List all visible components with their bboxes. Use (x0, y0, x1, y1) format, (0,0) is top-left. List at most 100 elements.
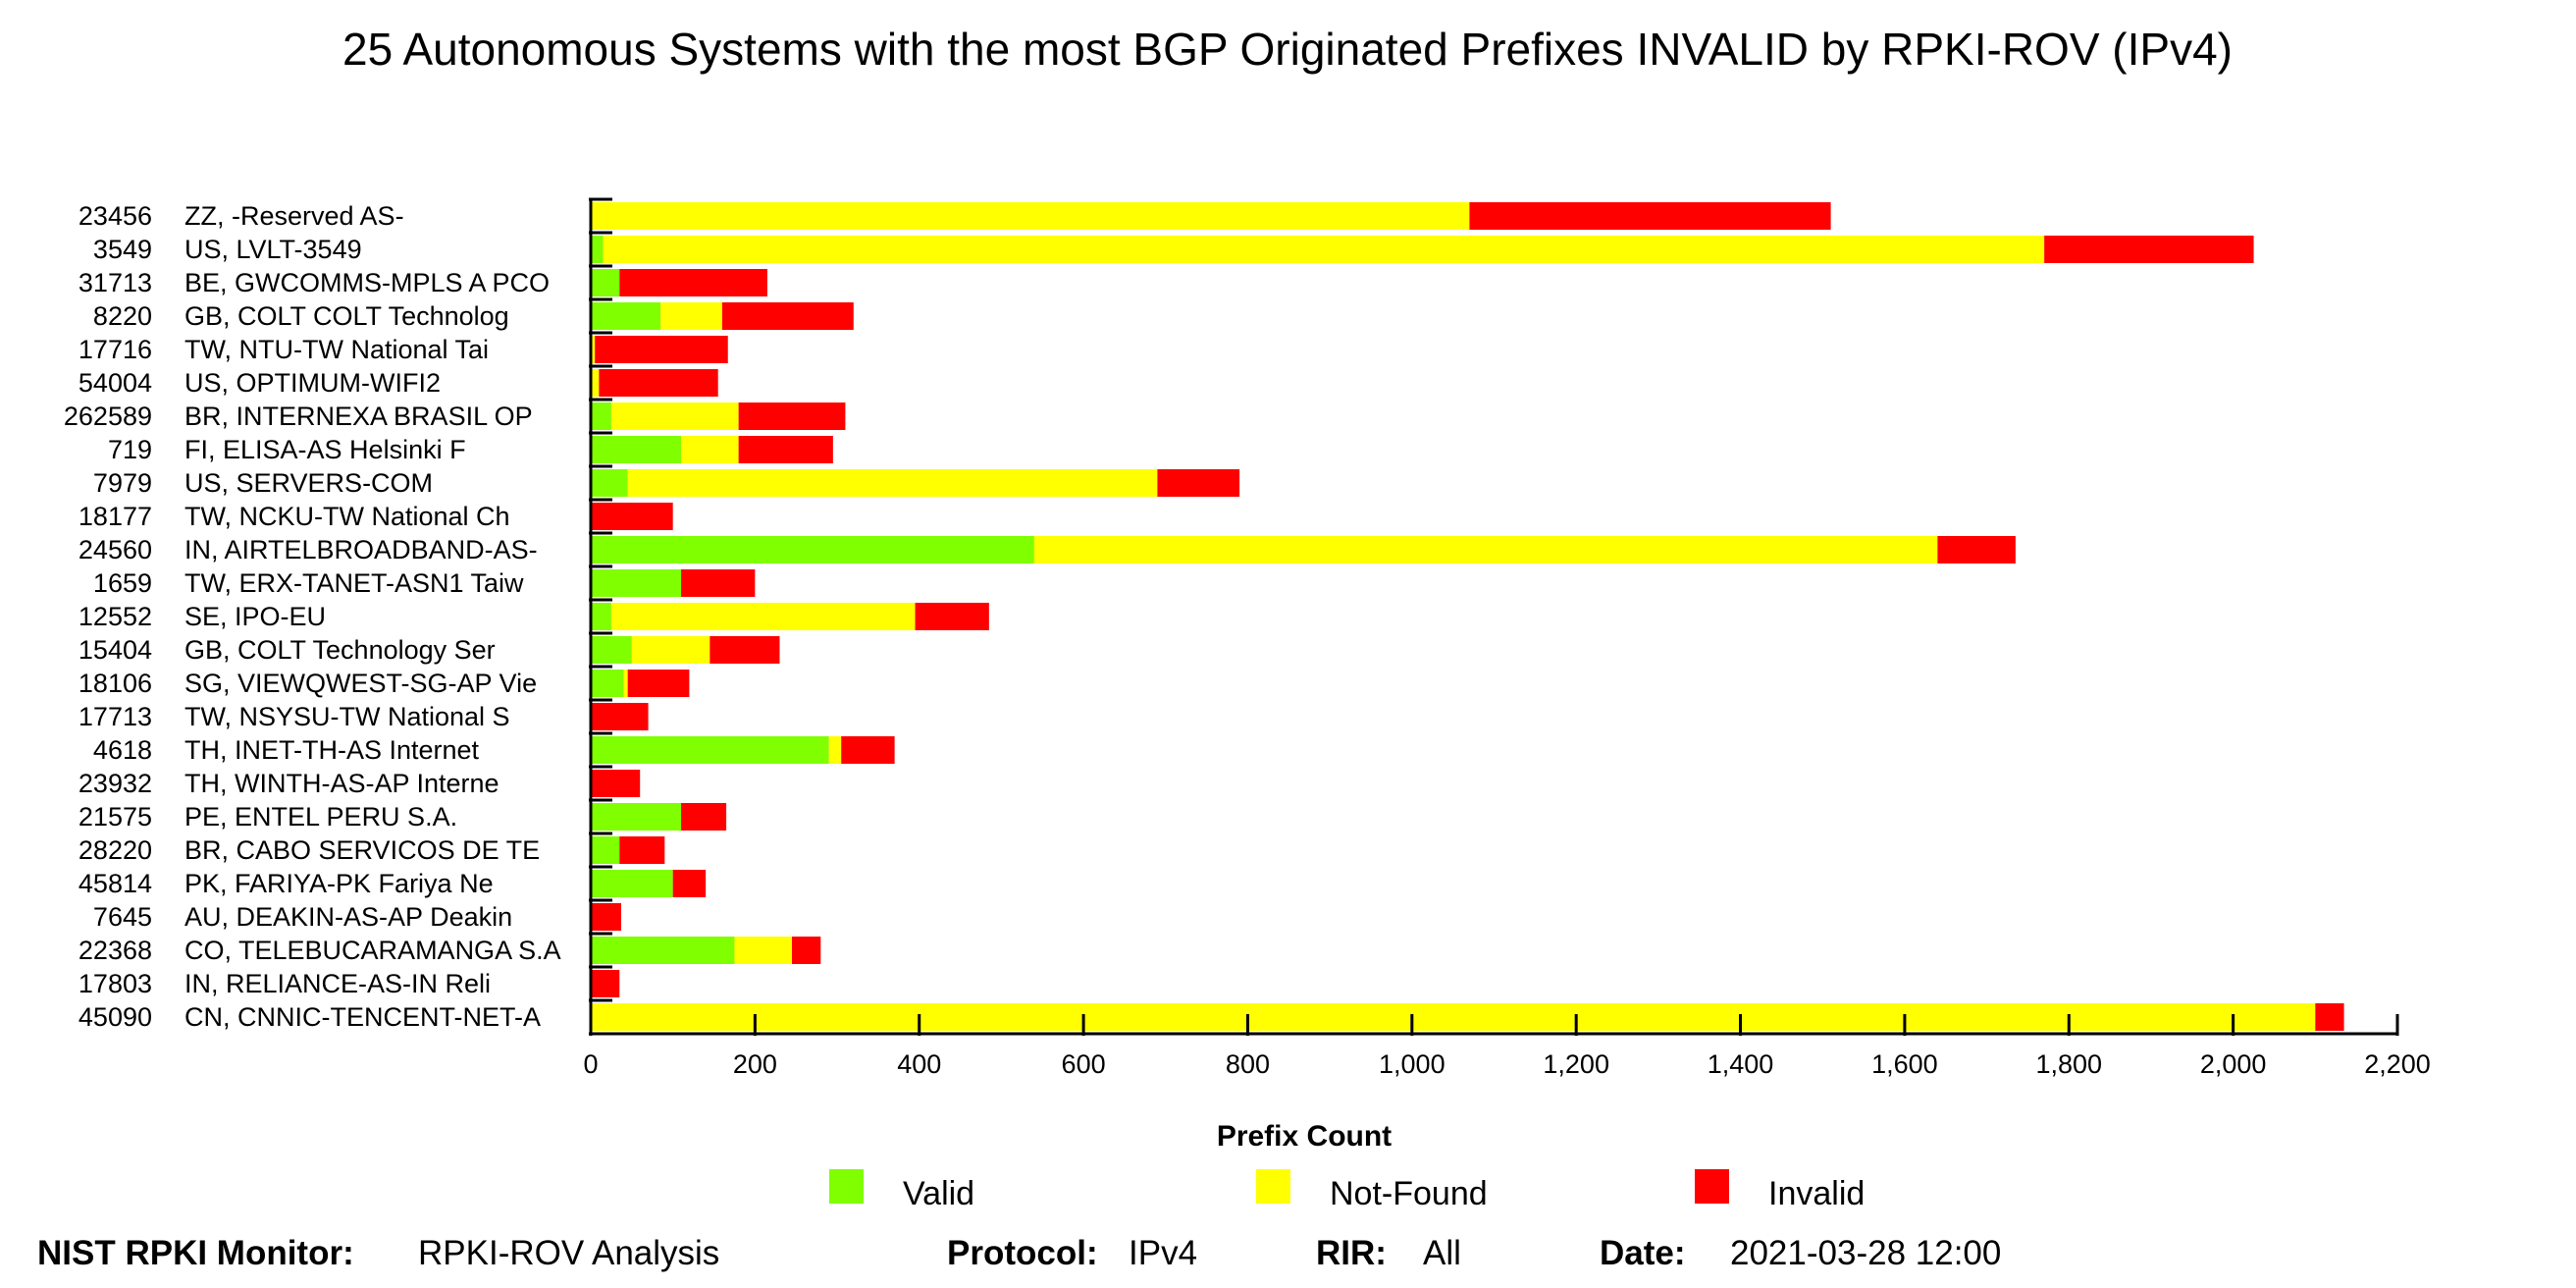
bar-not-found (631, 636, 710, 664)
x-tick-label: 0 (583, 1049, 598, 1079)
asn-label: 8220 (93, 301, 152, 331)
chart-bars (591, 202, 2344, 1031)
x-tick-label: 1,800 (2035, 1049, 2102, 1079)
legend-swatch (1256, 1169, 1290, 1204)
x-tick-label: 1,400 (1708, 1049, 1774, 1079)
x-tick-label: 1,600 (1871, 1049, 1938, 1079)
bar-invalid (619, 269, 767, 296)
asn-label: 31713 (79, 268, 152, 297)
bar-invalid (591, 903, 621, 931)
as-name-label: US, SERVERS-COM (184, 468, 433, 498)
asn-label: 719 (108, 435, 152, 464)
as-name-label: CO, TELEBUCARAMANGA S.A (184, 936, 561, 965)
x-tick-label: 400 (897, 1049, 941, 1079)
x-tick-label: 1,000 (1379, 1049, 1446, 1079)
footer-monitor-label: NIST RPKI Monitor: (37, 1234, 354, 1272)
footer-date-label: Date: (1600, 1234, 1686, 1272)
asn-label: 45814 (79, 869, 152, 898)
bar-invalid (627, 670, 690, 697)
x-tick-label: 600 (1062, 1049, 1106, 1079)
bar-valid (591, 636, 632, 664)
footer-monitor-value: RPKI-ROV Analysis (418, 1234, 719, 1272)
asn-label: 4618 (93, 735, 152, 765)
legend-label: Not-Found (1330, 1175, 1488, 1212)
x-tick-label: 200 (733, 1049, 777, 1079)
bar-valid (591, 269, 620, 296)
as-name-label: TW, ERX-TANET-ASN1 Taiw (184, 568, 524, 598)
bar-invalid (591, 970, 620, 997)
asn-label: 45090 (79, 1002, 152, 1032)
bar-valid (591, 670, 624, 697)
as-name-label: GB, COLT Technology Ser (184, 635, 496, 665)
bar-valid (591, 469, 628, 497)
bar-valid (591, 937, 735, 964)
bar-not-found (591, 369, 600, 397)
legend-label: Valid (903, 1175, 974, 1212)
bar-not-found (603, 236, 2045, 263)
bar-valid (591, 569, 682, 597)
bar-not-found (610, 603, 916, 630)
asn-label: 17713 (79, 702, 152, 731)
legend-swatch (829, 1169, 864, 1204)
chart-axes: 0 200 400 600 800 1,000 1,200 1,400 1,600 1,800 2,… (583, 197, 2431, 1079)
footer: NIST RPKI Monitor: RPKI-ROV Analysis Pro… (37, 1234, 2001, 1272)
bar-invalid (672, 870, 707, 897)
bar-not-found (828, 736, 842, 764)
chart-rows: 23456 ZZ, -Reserved AS- 3549 US, LVLT-3549 3… (64, 201, 561, 1032)
as-name-label: TW, NSYSU-TW National S (184, 702, 510, 731)
as-name-label: SG, VIEWQWEST-SG-AP Vie (184, 669, 537, 698)
bar-invalid (721, 302, 854, 330)
asn-label: 22368 (79, 936, 152, 965)
footer-rir-value: All (1423, 1234, 1461, 1272)
asn-label: 7645 (93, 902, 152, 932)
bar-valid (591, 736, 829, 764)
legend-swatch (1695, 1169, 1729, 1204)
asn-label: 17716 (79, 335, 152, 364)
bar-invalid (738, 402, 846, 430)
x-tick-label: 1,200 (1543, 1049, 1609, 1079)
asn-label: 12552 (79, 602, 152, 631)
bar-invalid (2044, 236, 2254, 263)
bar-invalid (1157, 469, 1240, 497)
bar-not-found (1033, 536, 1938, 564)
bar-invalid (841, 736, 895, 764)
as-name-label: CN, CNNIC-TENCENT-NET-A (184, 1002, 541, 1032)
as-name-label: TW, NTU-TW National Tai (184, 335, 489, 364)
bar-not-found (591, 336, 596, 363)
asn-label: 15404 (79, 635, 152, 665)
x-tick-label: 800 (1226, 1049, 1270, 1079)
asn-label: 23456 (79, 201, 152, 231)
asn-label: 17803 (79, 969, 152, 998)
as-name-label: AU, DEAKIN-AS-AP Deakin (184, 902, 512, 932)
bar-invalid (681, 569, 756, 597)
bar-valid (591, 236, 604, 263)
bar-not-found (591, 202, 1470, 230)
as-name-label: BR, INTERNEXA BRASIL OP (184, 402, 533, 431)
footer-protocol-label: Protocol: (947, 1234, 1098, 1272)
bar-valid (591, 603, 611, 630)
as-name-label: FI, ELISA-AS Helsinki F (184, 435, 466, 464)
bar-invalid (595, 336, 728, 363)
bar-invalid (1469, 202, 1831, 230)
bar-invalid (2315, 1003, 2344, 1031)
as-name-label: BE, GWCOMMS-MPLS A PCO (184, 268, 550, 297)
as-name-label: SE, IPO-EU (184, 602, 326, 631)
bar-invalid (710, 636, 780, 664)
footer-date-value: 2021-03-28 12:00 (1730, 1234, 2001, 1272)
asn-label: 28220 (79, 835, 152, 865)
as-name-label: ZZ, -Reserved AS- (184, 201, 404, 231)
as-name-label: IN, AIRTELBROADBAND-AS- (184, 535, 538, 564)
as-name-label: US, OPTIMUM-WIFI2 (184, 368, 441, 398)
x-axis-title: Prefix Count (1217, 1120, 1392, 1153)
bar-valid (591, 836, 620, 864)
bar-valid (591, 536, 1034, 564)
bar-invalid (591, 703, 649, 730)
bar-invalid (1937, 536, 2016, 564)
asn-label: 1659 (93, 568, 152, 598)
asn-label: 3549 (93, 235, 152, 264)
bar-valid (591, 803, 682, 831)
bar-invalid (591, 503, 673, 530)
as-name-label: IN, RELIANCE-AS-IN Reli (184, 969, 491, 998)
asn-label: 7979 (93, 468, 152, 498)
